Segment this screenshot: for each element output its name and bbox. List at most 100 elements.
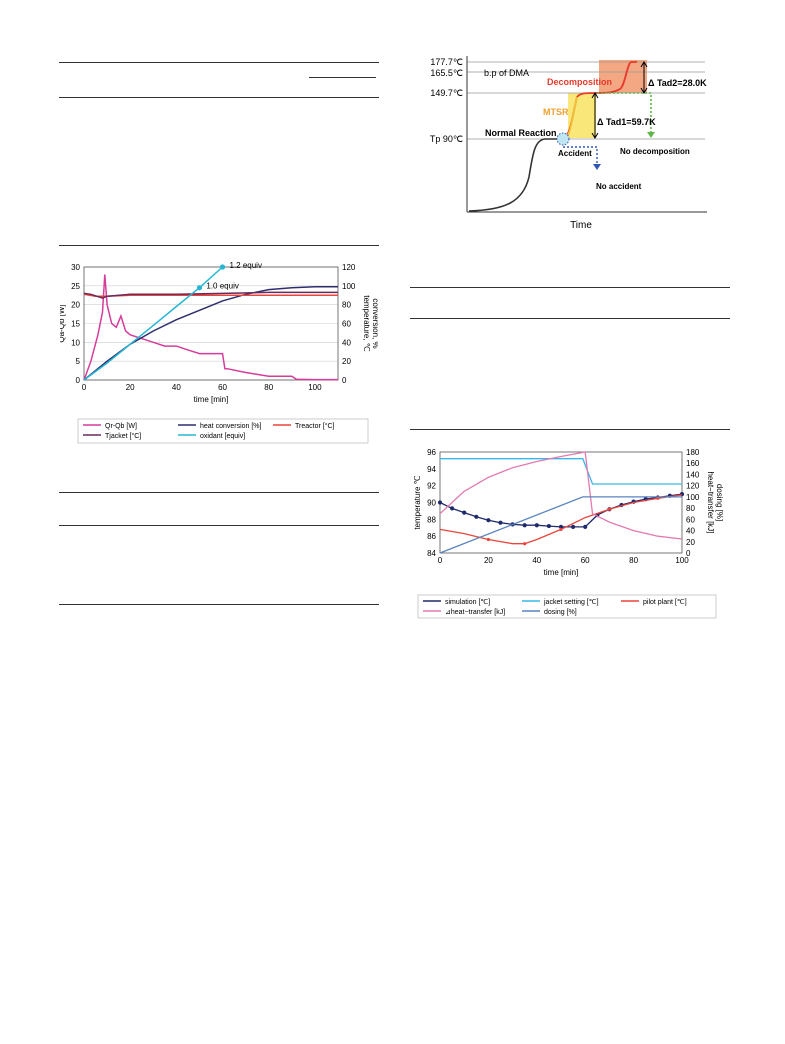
pilot-plant-figure: 84 86 88 90 92 94 96 0 20 40 60 80 100 120 140 160 180 0 2… [410, 442, 730, 620]
no-decomposition-label: No decomposition [620, 147, 690, 156]
series-point [546, 523, 551, 529]
legend-label: oxidant [equiv] [200, 433, 245, 440]
series-point [462, 510, 467, 515]
y-left-axis-label: Qa-Qb [W] [60, 304, 66, 342]
legend-box [77, 418, 369, 444]
legend-label: pilot plant [℃] [643, 599, 687, 606]
y-right-tick-label: 60 [342, 320, 351, 329]
table-top-rule [59, 62, 379, 63]
y-left-tick-label: 84 [427, 549, 436, 558]
plot-frame [83, 266, 339, 381]
series-line [83, 286, 338, 381]
y-right-tick-label: 100 [342, 282, 356, 291]
x-tick-label: 60 [218, 383, 227, 392]
legend-label: heat conversion [%] [200, 423, 262, 430]
dtad2-label: Δ Tad2=28.0K [648, 78, 707, 88]
x-tick-label: 80 [264, 383, 273, 392]
legend-label: simulation [℃] [445, 599, 490, 606]
series-point [486, 537, 490, 542]
series-point [522, 523, 527, 528]
y-left-tick-label: 86 [427, 532, 436, 541]
series-point [571, 524, 576, 530]
series-point [583, 524, 588, 530]
ytick-177: 177.7℃ [430, 57, 463, 67]
dtad1-arrow-top [591, 92, 599, 99]
table2-top-rule [59, 492, 379, 493]
y-left-tick-label: 92 [427, 482, 436, 491]
series-line [83, 291, 338, 299]
legend-label: ⊿heat−transfer [kJ] [445, 609, 505, 616]
table3-bottom-rule [410, 429, 730, 430]
calorimetry-figure: 0 5 10 15 20 25 30 0 20 40 60 80 100 120 0 20 40 60 80 100 t… [57, 257, 380, 447]
table2-bottom-rule [59, 604, 379, 605]
plot-frame [439, 451, 683, 554]
calorimetry-chart: 0 5 10 15 20 25 30 0 20 40 60 80 100 120 0 20 40 60 80 100 t… [57, 261, 380, 444]
x-axis-label: time [min] [544, 568, 579, 577]
runaway-scenario-figure: 177.7℃ 165.5℃ 149.7℃ Tp 90℃ b.p of DMA D… [415, 52, 715, 240]
legend-label: jacket setting [℃] [543, 599, 599, 606]
y-right-axis-label: dosing [%] [715, 484, 724, 521]
y-left-tick-label: 94 [427, 465, 436, 474]
y-right-tick-label: 40 [686, 527, 695, 536]
y-left-tick-label: 10 [71, 338, 80, 347]
x-axis-label: time [min] [194, 395, 229, 404]
normal-reaction-label: Normal Reaction [485, 128, 557, 138]
y-right-axis-label: heat−transfer [kJ] [706, 471, 715, 533]
decomposition-label: Decomposition [547, 77, 612, 87]
table-bottom-rule [59, 97, 379, 98]
x-tick-label: 20 [126, 383, 135, 392]
y-right-tick-label: 120 [342, 263, 356, 272]
y-left-tick-label: 5 [76, 357, 81, 366]
y-right-tick-label: 80 [686, 504, 695, 513]
oxidant-1-0-marker [196, 285, 203, 291]
series-line [439, 496, 682, 554]
accident-burst-icon [556, 132, 570, 146]
table3-header-rule [410, 318, 730, 319]
y-left-tick-label: 90 [427, 499, 436, 508]
series-line [83, 274, 338, 381]
x-tick-label: 60 [581, 556, 590, 565]
series-point [450, 506, 455, 511]
legend-label: Qr-Qb [W] [105, 423, 137, 430]
table-header-underline [309, 77, 376, 78]
x-tick-label: 0 [82, 383, 87, 392]
dtad2-arrow-bottom [640, 87, 648, 94]
series-point [437, 500, 443, 505]
ytick-90: Tp 90℃ [430, 134, 463, 144]
x-tick-label: 40 [532, 556, 541, 565]
legend-box [417, 594, 717, 619]
mtsr-label: MTSR [543, 107, 569, 117]
y-left-tick-label: 88 [427, 515, 436, 524]
pilot-plant-chart: 84 86 88 90 92 94 96 0 20 40 60 80 100 120 140 160 180 0 2… [413, 448, 724, 619]
no-accident-label: No accident [596, 182, 642, 191]
legend-label: Treactor [°C] [295, 422, 335, 430]
y-right-tick-label: 20 [686, 538, 695, 547]
legend-label: Tjacket [°C] [105, 432, 141, 440]
table2-header-rule [59, 525, 379, 526]
accident-label: Accident [558, 149, 592, 158]
decomposition-box [599, 60, 647, 93]
oxidant-1-2-marker [219, 264, 226, 270]
dtad1-arrow-bottom [591, 132, 599, 139]
series-point [523, 542, 527, 546]
series-line [439, 494, 683, 545]
time-axis-label: Time [570, 220, 592, 231]
y-right-tick-label: 120 [686, 482, 700, 491]
series-point [559, 527, 563, 532]
normal-reaction-curve [468, 138, 563, 212]
y-right-axis-label: temperature, ℃ [362, 295, 371, 352]
y-right-tick-label: 100 [686, 493, 700, 502]
series-point [474, 514, 479, 519]
y-right-tick-label: 80 [342, 301, 351, 310]
y-right-tick-label: 0 [686, 549, 691, 558]
x-tick-label: 100 [675, 556, 689, 565]
annotation-1-0-equiv: 1.0 equiv [206, 282, 238, 291]
y-right-tick-label: 20 [342, 357, 351, 366]
y-left-tick-label: 30 [71, 263, 80, 272]
y-left-tick-label: 25 [71, 282, 80, 291]
x-tick-label: 20 [484, 556, 493, 565]
x-tick-label: 40 [172, 383, 181, 392]
y-left-tick-label: 20 [71, 301, 80, 310]
y-left-tick-label: 0 [76, 376, 81, 385]
dtad1-label: Δ Tad1=59.7K [597, 117, 656, 127]
